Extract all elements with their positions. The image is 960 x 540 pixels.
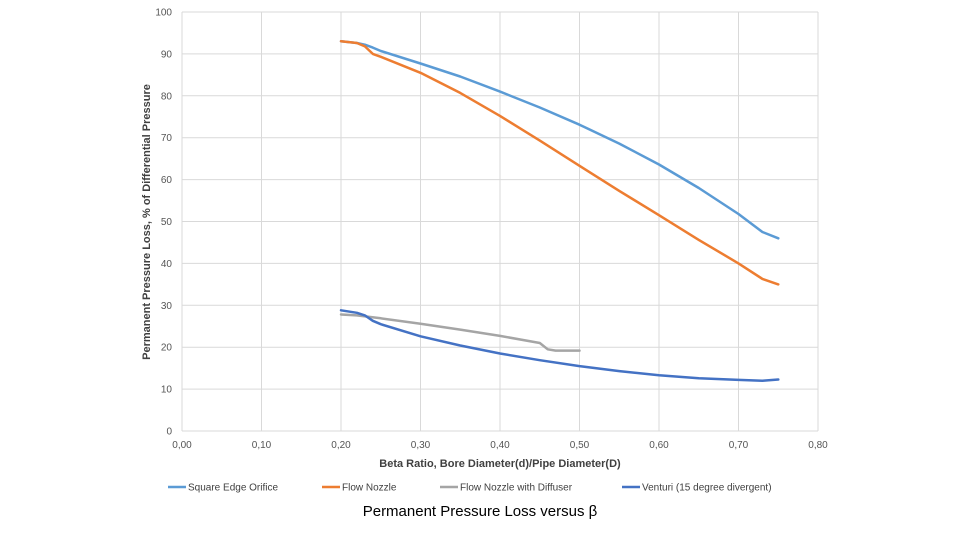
y-tick-label: 10 <box>161 385 173 396</box>
x-tick-label: 0,10 <box>252 440 272 451</box>
series-line <box>339 40 780 240</box>
y-tick-label: 90 <box>161 49 173 60</box>
y-tick-label: 0 <box>166 427 172 438</box>
x-tick-label: 0,60 <box>649 440 669 451</box>
x-tick-label: 0,20 <box>331 440 351 451</box>
series-line <box>339 40 780 286</box>
y-tick-label: 20 <box>161 343 173 354</box>
y-tick-label: 60 <box>161 175 173 186</box>
y-tick-label: 30 <box>161 301 173 312</box>
x-axis-title: Beta Ratio, Bore Diameter(d)/Pipe Diamet… <box>379 458 621 470</box>
legend-item: Square Edge Orifice <box>168 483 278 494</box>
legend-item: Flow Nozzle with Diffuser <box>440 483 573 494</box>
series-line <box>339 309 780 382</box>
legend-label: Square Edge Orifice <box>188 483 278 494</box>
grid-lines <box>181 11 819 432</box>
legend-item: Flow Nozzle <box>322 483 397 494</box>
x-tick-label: 0,40 <box>490 440 510 451</box>
x-tick-label: 0,50 <box>570 440 590 451</box>
y-tick-label: 70 <box>161 133 173 144</box>
x-tick-label: 0,70 <box>729 440 749 451</box>
legend: Square Edge Orifice Flow Nozzle Flow Nozzl… <box>168 483 772 494</box>
y-tick-label: 50 <box>161 217 173 228</box>
chart-title: Permanent Pressure Loss versus β <box>362 503 598 520</box>
y-tick-label: 80 <box>161 91 173 102</box>
x-tick-label: 0,80 <box>808 440 828 451</box>
series-lines <box>339 40 780 382</box>
legend-label: Venturi (15 degree divergent) <box>642 483 772 494</box>
legend-item: Venturi (15 degree divergent) <box>622 483 772 494</box>
x-axis-ticks: 0,00 0,10 0,20 0,30 0,40 0,50 0,60 0,70 0,80 <box>172 440 828 451</box>
y-tick-label: 40 <box>161 259 173 270</box>
y-axis-title: Permanent Pressure Loss, % of Differenti… <box>141 84 153 360</box>
y-tick-label: 100 <box>155 8 172 19</box>
legend-label: Flow Nozzle with Diffuser <box>460 483 573 494</box>
x-tick-label: 0,30 <box>411 440 431 451</box>
x-tick-label: 0,00 <box>172 440 192 451</box>
y-axis-ticks: 0 10 20 30 40 50 60 70 80 90 100 <box>155 8 172 438</box>
legend-label: Flow Nozzle <box>342 483 397 494</box>
